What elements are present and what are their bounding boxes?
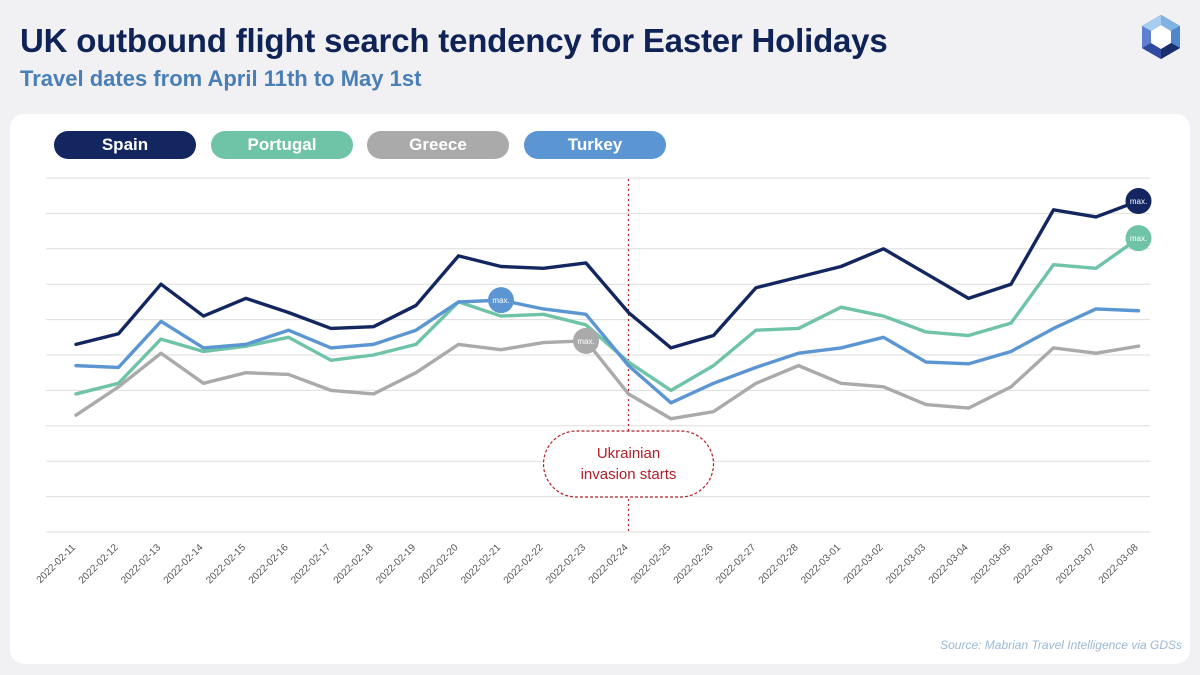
x-tick-label: 2022-02-21 [459, 542, 503, 586]
max-marker-portugal [1125, 225, 1152, 252]
x-tick-label: 2022-03-08 [1097, 542, 1141, 586]
x-tick-label: 2022-02-26 [672, 542, 716, 586]
legend-item-spain: Spain [54, 131, 196, 159]
annotation-text-line1: Ukrainian [597, 445, 660, 462]
x-tick-label: 2022-02-28 [757, 542, 801, 586]
x-tick-label: 2022-03-02 [842, 542, 886, 586]
brand-logo-icon [1142, 15, 1180, 59]
max-marker-greece [573, 327, 599, 354]
x-tick-label: 2022-02-14 [162, 542, 206, 586]
x-tick-label: 2022-02-18 [332, 542, 376, 586]
annotation-text-line2: invasion starts [581, 466, 677, 483]
x-tick-label: 2022-03-03 [884, 542, 928, 586]
x-tick-label: 2022-02-11 [35, 542, 79, 586]
page-subtitle: Travel dates from April 11th to May 1st [20, 66, 422, 91]
legend-label: Portugal [247, 135, 317, 154]
x-tick-label: 2022-02-13 [119, 542, 163, 586]
legend-label: Greece [409, 135, 467, 154]
series-line-portugal [74, 236, 1141, 396]
series-line-turkey [74, 298, 1141, 405]
legend-item-portugal: Portugal [211, 131, 353, 159]
x-tick-label: 2022-02-15 [204, 542, 248, 586]
max-marker-label: max. [1130, 234, 1147, 243]
x-tick-label: 2022-02-20 [417, 542, 461, 586]
series-line-spain [74, 199, 1141, 350]
max-marker-label: max. [1130, 197, 1147, 206]
source-note: Source: Mabrian Travel Intelligence via … [940, 638, 1182, 652]
x-tick-label: 2022-02-22 [502, 542, 546, 586]
x-tick-label: 2022-02-23 [544, 542, 588, 586]
legend-item-greece: Greece [367, 131, 509, 159]
x-tick-label: 2022-03-04 [927, 542, 971, 586]
x-tick-label: 2022-02-24 [587, 542, 631, 586]
x-tick-label: 2022-02-19 [374, 542, 418, 586]
max-marker-spain [1125, 188, 1152, 215]
x-tick-label: 2022-03-05 [969, 542, 1013, 586]
invasion-annotation-box [542, 430, 715, 498]
series-line-greece [74, 339, 1141, 421]
x-tick-label: 2022-02-25 [629, 542, 673, 586]
legend-label: Turkey [567, 135, 623, 154]
x-tick-label: 2022-03-01 [799, 542, 843, 586]
legend-label: Spain [101, 135, 149, 154]
max-marker-label: max. [492, 296, 509, 305]
max-marker-turkey [488, 287, 514, 314]
chart-panel [10, 114, 1190, 664]
x-tick-label: 2022-02-17 [289, 542, 333, 586]
x-tick-label: 2022-02-27 [714, 542, 758, 586]
legend-item-turkey: Turkey [524, 131, 666, 159]
x-tick-label: 2022-02-12 [77, 542, 121, 586]
page-title: UK outbound flight search tendency for E… [20, 22, 888, 59]
x-tick-label: 2022-02-16 [247, 542, 291, 586]
x-tick-label: 2022-03-07 [1054, 542, 1098, 586]
x-tick-label: 2022-03-06 [1012, 542, 1056, 586]
max-marker-label: max. [577, 337, 594, 346]
